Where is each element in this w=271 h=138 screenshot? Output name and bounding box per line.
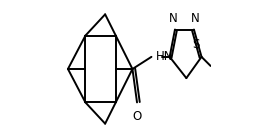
Text: HN: HN (156, 50, 173, 63)
Text: N: N (191, 12, 200, 25)
Text: S: S (192, 38, 200, 51)
Text: O: O (133, 110, 142, 123)
Text: N: N (169, 12, 178, 25)
